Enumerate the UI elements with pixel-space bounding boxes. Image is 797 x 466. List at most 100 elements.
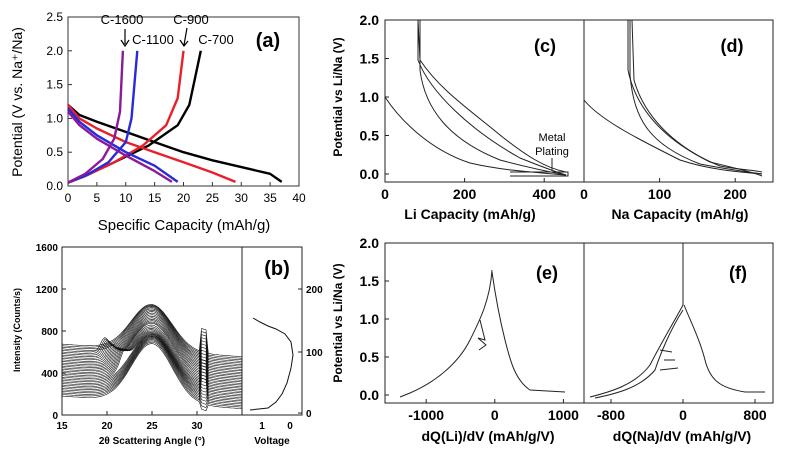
b-ytick-label: 1200: [36, 285, 59, 296]
a-series-c-1600-discharge: [67, 110, 173, 183]
c-curve-plating: [510, 171, 569, 177]
b-ytick-label: 400: [41, 369, 58, 380]
b-xtick-label: 15: [56, 421, 68, 432]
a-ytick-label: 2.5: [46, 10, 63, 24]
annotation-c1100: C-1100: [132, 32, 174, 47]
panel-a-ticks: 0 5 10 15 20 25 30 35 40 0.0 0.5 1.0 1.5 2.0 2.5: [46, 10, 306, 205]
annotation-c1600: C-1600: [101, 12, 144, 27]
d-xtick-label: 100: [648, 186, 672, 202]
panel-c-annotation-metal: Metal: [539, 132, 566, 144]
panel-c-ticks: 0 200 400 0.0 0.5 1.0 1.5 2.0: [360, 12, 557, 202]
e-curve-charge: [491, 271, 566, 393]
f-curve-discharge-2: [594, 309, 684, 399]
a-xtick-label: 40: [292, 191, 306, 205]
b-scan-curve: [61, 317, 243, 377]
b-side-xtick-label: 0: [287, 421, 293, 432]
e-curve-discharge: [399, 269, 493, 398]
b-scan-curve: [61, 334, 243, 399]
panel-c-tag: (c): [534, 36, 556, 56]
panel-f: -800 0 800 dQ(Na)/dV (mAh/g/V) (f): [583, 242, 774, 444]
b-scan-curve: [61, 307, 243, 364]
annotation-arrow-c900: [179, 27, 189, 48]
e-ytick-label: 0.0: [360, 387, 380, 403]
panel-f-tag: (f): [729, 263, 747, 283]
b-scan-curve: [61, 304, 243, 362]
a-xtick-label: 5: [94, 191, 101, 205]
b-scan-curve: [61, 326, 243, 387]
b-scan-curve: [61, 329, 243, 390]
panel-d-frame: [583, 19, 774, 183]
a-xtick-label: 20: [177, 191, 191, 205]
b-scan-curve: [61, 330, 243, 389]
a-ytick-label: 0.0: [46, 179, 63, 193]
c-curve-discharge-3: [417, 20, 567, 176]
panel-b-xlabel: 2θ Scattering Angle (°): [99, 436, 205, 447]
b-scan-curve: [61, 314, 243, 374]
panel-a-ylabel: Potential (V vs. Na⁺/Na): [9, 27, 25, 177]
b-scan-curve: [61, 318, 243, 376]
b-ytick-label: 800: [41, 327, 58, 338]
b-scan-curve: [61, 337, 243, 402]
a-xtick-label: 25: [206, 191, 220, 205]
b-scan-curve: [61, 304, 243, 357]
a-xtick-label: 35: [263, 191, 277, 205]
a-ytick-label: 2.0: [46, 44, 63, 58]
b-side-ytick-label: 100: [306, 348, 323, 359]
panel-f-frame: [583, 242, 774, 404]
panel-e: -1000 0 1000 0.0 0.5 1.0 1.5 2.0 dQ(Li)/dV (mAh…: [331, 235, 585, 444]
panel-e-ticks: -1000 0 1000 0.0 0.5 1.0 1.5 2.0: [360, 235, 580, 423]
b-scan-curve: [61, 334, 243, 395]
b-scan-curve: [61, 343, 243, 412]
b-scan-curve: [61, 338, 243, 405]
panel-b-side-frame: [241, 246, 303, 416]
c-ytick-label: 1.0: [360, 89, 380, 105]
d-curve-charge-2: [627, 20, 763, 177]
panel-e-xlabel: dQ(Li)/dV (mAh/g/V): [422, 428, 555, 444]
c-curve-discharge-2: [419, 20, 567, 176]
b-side-ytick-label: 0: [306, 409, 312, 420]
b-scan-curve: [61, 321, 243, 380]
b-scan-curve: [61, 332, 243, 392]
c-ytick-label: 1.5: [360, 51, 380, 67]
a-ytick-label: 0.5: [46, 145, 63, 159]
e-xtick-label: 1000: [548, 407, 579, 423]
d-curve-discharge-1: [583, 99, 763, 175]
e-ytick-label: 0.5: [360, 349, 380, 365]
panel-e-ylabel: Potential vs Li/Na (V): [331, 263, 345, 382]
c-ytick-label: 0.0: [360, 166, 380, 182]
panel-d-xlabel: Na Capacity (mAh/g): [612, 206, 749, 222]
b-scan-curve: [61, 309, 243, 367]
b-scan-curve: [61, 311, 243, 371]
b-scan-curve: [61, 333, 243, 396]
b-scan-curve: [61, 312, 243, 370]
a-xtick-label: 10: [119, 191, 133, 205]
b-scan-curve: [61, 308, 243, 368]
f-curve-discharge: [589, 304, 684, 398]
panel-f-ticks: -800 0 800: [597, 399, 767, 423]
b-scan-curve: [61, 336, 243, 402]
annotation-arrow-c1600: [120, 29, 130, 48]
b-scan-curve: [61, 315, 243, 373]
b-xtick-label: 20: [101, 421, 113, 432]
b-scan-curve: [61, 320, 243, 380]
panel-c-xlabel: Li Capacity (mAh/g): [404, 206, 535, 222]
b-side-ytick-label: 200: [306, 285, 323, 296]
a-series-c-1600-charge: [67, 50, 125, 184]
b-scan-curve: [61, 340, 243, 408]
e-ytick-label: 2.0: [360, 235, 380, 251]
panel-b-voltage-profile: [249, 317, 294, 411]
panel-a-tag: (a): [256, 30, 280, 52]
e-curve-noise: [477, 319, 487, 351]
a-xtick-label: 30: [235, 191, 249, 205]
panel-c: 0 200 400 0.0 0.5 1.0 1.5 2.0 Metal Plating Li …: [331, 12, 585, 222]
a-series-c-700-discharge: [67, 103, 283, 183]
panel-d-tag: (d): [721, 36, 744, 56]
panel-d-curves: [583, 19, 763, 177]
a-ytick-label: 1.0: [46, 111, 63, 125]
c-ytick-label: 2.0: [360, 12, 380, 28]
annotation-c700: C-700: [198, 32, 233, 47]
b-scan-curve: [61, 305, 243, 361]
b-scan-curve: [61, 331, 243, 393]
